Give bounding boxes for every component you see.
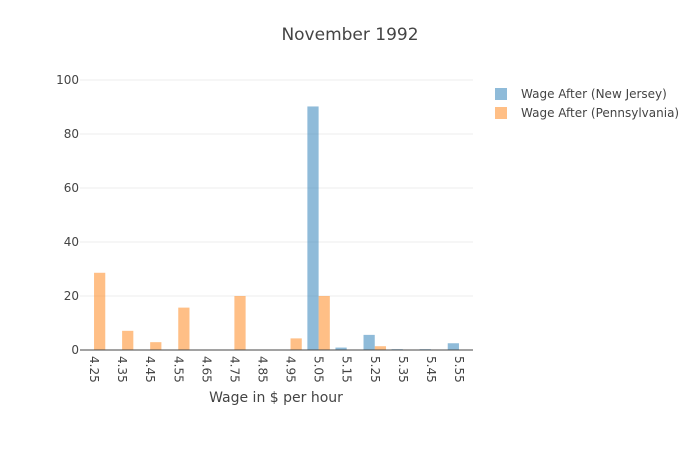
x-tick-label: 5.15 (340, 356, 354, 383)
y-gridlines (80, 79, 473, 297)
x-axis-title: Wage in $ per hour (209, 390, 343, 406)
bar-new-jersey-5-15[interactable] (335, 347, 347, 350)
x-tick-label: 5.05 (312, 356, 326, 383)
x-tick-label: 4.25 (87, 356, 101, 383)
y-tick-label: 0 (71, 343, 79, 357)
legend-label-new-jersey[interactable]: Wage After (New Jersey) (521, 87, 667, 101)
x-tick-label: 4.75 (227, 356, 241, 383)
bar-pennsylvania-4-55[interactable] (178, 307, 190, 350)
legend-label-pennsylvania[interactable]: Wage After (Pennsylvania) (521, 106, 679, 120)
y-tick-labels: 0 20 40 60 80 100 (56, 73, 79, 357)
y-tick-label: 60 (64, 181, 79, 195)
bar-pennsylvania-4-45[interactable] (150, 342, 162, 350)
chart-title: November 1992 (281, 25, 418, 45)
y-tick-label: 20 (64, 289, 79, 303)
bar-pennsylvania-4-25[interactable] (94, 272, 106, 350)
x-tick-label: 4.65 (199, 356, 213, 383)
x-tick-label: 4.85 (255, 356, 269, 383)
x-tick-label: 4.45 (143, 356, 157, 383)
legend[interactable]: Wage After (New Jersey) Wage After (Penns… (495, 87, 679, 120)
bar-new-jersey-5-05[interactable] (307, 106, 319, 351)
bar-pennsylvania-4-95[interactable] (290, 338, 302, 350)
legend-swatch-pennsylvania[interactable] (495, 107, 507, 119)
bars (94, 106, 459, 351)
legend-swatch-new-jersey[interactable] (495, 88, 507, 100)
x-tick-label: 5.45 (424, 356, 438, 383)
x-tick-label: 4.35 (115, 356, 129, 383)
bar-pennsylvania-5-25[interactable] (374, 346, 386, 350)
y-tick-label: 100 (56, 73, 79, 87)
bar-pennsylvania-5-05[interactable] (318, 296, 330, 350)
bar-pennsylvania-4-35[interactable] (122, 330, 134, 350)
y-tick-label: 80 (64, 127, 79, 141)
bar-pennsylvania-4-75[interactable] (234, 296, 246, 350)
bar-new-jersey-5-55[interactable] (447, 343, 459, 350)
x-tick-label: 5.35 (396, 356, 410, 383)
bar-new-jersey-5-25[interactable] (363, 334, 375, 350)
x-tick-label: 4.95 (284, 356, 298, 383)
x-tick-labels: 4.25 4.35 4.45 4.55 4.65 4.75 4.85 4.95 5.05 5.15… (87, 356, 466, 383)
x-tick-label: 4.55 (171, 356, 185, 383)
y-tick-label: 40 (64, 235, 79, 249)
x-tick-label: 5.25 (368, 356, 382, 383)
x-tick-label: 5.55 (452, 356, 466, 383)
